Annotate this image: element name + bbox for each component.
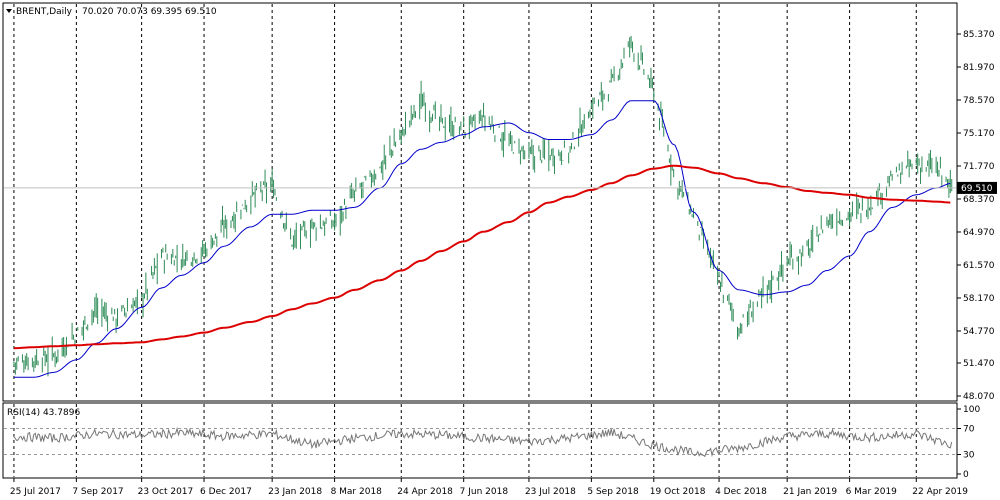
rsi-tick-label: 30 bbox=[963, 451, 975, 461]
y-tick-label: 54.770 bbox=[963, 327, 995, 337]
rsi-series bbox=[13, 426, 953, 458]
rsi-tick-label: 0 bbox=[963, 470, 969, 480]
y-tick-label: 48.070 bbox=[963, 392, 995, 402]
x-tick-label: 25 Jul 2017 bbox=[10, 487, 61, 497]
y-tick-label: 61.570 bbox=[963, 261, 995, 271]
x-tick-label: 6 Mar 2019 bbox=[846, 487, 898, 497]
rsi-tick-label: 100 bbox=[963, 405, 980, 415]
x-tick-label: 8 Mar 2018 bbox=[331, 487, 383, 497]
time-axis: 25 Jul 2017 7 Sep 2017 23 Oct 2017 6 Dec 20… bbox=[10, 478, 968, 497]
x-tick-label: 21 Jan 2019 bbox=[783, 487, 837, 497]
y-tick-label: 78.570 bbox=[963, 96, 995, 106]
last-price-label: 69.510 bbox=[961, 184, 993, 194]
last-price-tag-bg bbox=[957, 181, 997, 194]
x-tick-label: 4 Dec 2018 bbox=[715, 487, 767, 497]
x-tick-label: 6 Dec 2017 bbox=[200, 487, 252, 497]
y-tick-label: 64.970 bbox=[963, 228, 995, 238]
fast-ma-line bbox=[13, 100, 951, 378]
last-price-tag: 69.510 bbox=[957, 181, 997, 194]
symbol-label: BRENT,Daily bbox=[16, 7, 73, 17]
x-tick-label: 7 Jun 2018 bbox=[460, 487, 509, 497]
dropdown-triangle-icon[interactable] bbox=[6, 9, 12, 13]
x-tick-label: 5 Sep 2018 bbox=[587, 487, 639, 497]
x-tick-label: 22 Apr 2019 bbox=[912, 487, 968, 497]
x-tick-label: 24 Apr 2018 bbox=[397, 487, 453, 497]
price-axis: 85.370 81.970 78.570 75.170 71.770 68.370 64.9… bbox=[4, 30, 995, 402]
price-bars bbox=[13, 35, 953, 377]
rsi-line bbox=[13, 426, 953, 458]
y-tick-label: 75.170 bbox=[963, 129, 995, 139]
y-tick-label: 68.370 bbox=[963, 195, 995, 205]
x-tick-label: 7 Sep 2017 bbox=[72, 487, 123, 497]
rsi-level-lines bbox=[4, 428, 956, 455]
ohlc-values: 70.020 70.073 69.395 69.510 bbox=[82, 7, 217, 17]
x-tick-label: 23 Jan 2018 bbox=[268, 487, 322, 497]
moving-averages bbox=[13, 100, 951, 378]
y-tick-label: 58.170 bbox=[963, 294, 995, 304]
x-tick-label: 23 Jul 2018 bbox=[525, 487, 576, 497]
x-tick-label: 19 Oct 2018 bbox=[650, 487, 706, 497]
y-tick-label: 71.770 bbox=[963, 162, 995, 172]
y-tick-label: 51.470 bbox=[963, 359, 995, 369]
rsi-tick-label: 70 bbox=[963, 425, 975, 435]
rsi-title: RSI(14) 43.7896 bbox=[7, 408, 80, 418]
y-tick-label: 81.970 bbox=[963, 63, 995, 73]
price-panel-frame bbox=[2, 2, 958, 402]
rsi-panel-frame bbox=[2, 402, 958, 479]
y-tick-label: 85.370 bbox=[963, 30, 995, 40]
x-tick-label: 23 Oct 2017 bbox=[138, 487, 194, 497]
vertical-gridlines bbox=[13, 4, 917, 477]
rsi-axis: 100 70 30 0 bbox=[957, 405, 980, 480]
